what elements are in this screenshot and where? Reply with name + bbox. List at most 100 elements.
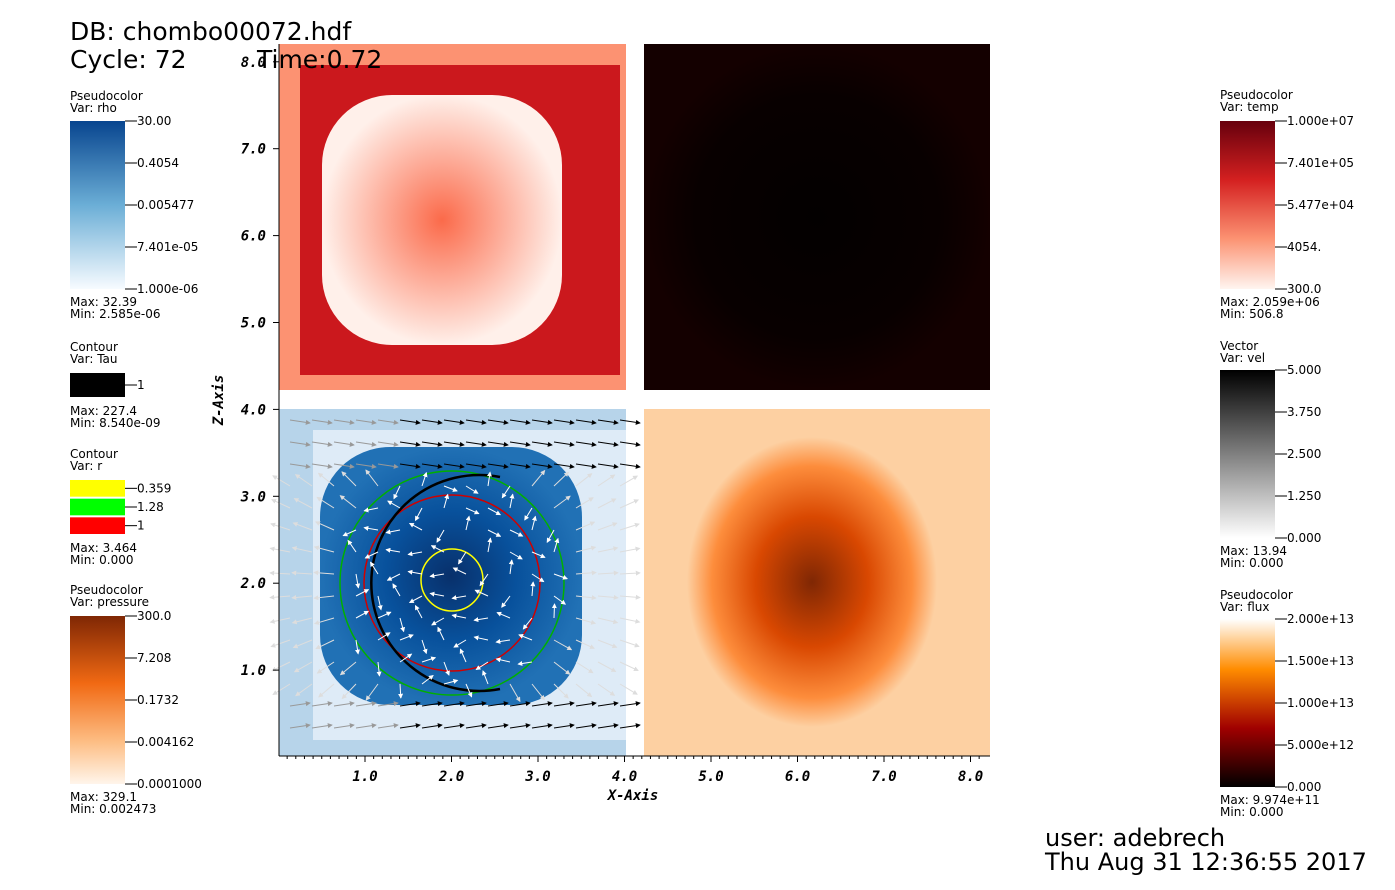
vector-arrow [313, 570, 335, 576]
vector-arrow [531, 419, 553, 425]
vector-arrow [619, 546, 641, 553]
vector-arrow [496, 611, 511, 619]
vector-arrow [364, 551, 379, 559]
vector-arrow [509, 683, 521, 703]
x-tick-label: 4.0 [612, 769, 637, 785]
vector-arrow [393, 485, 401, 500]
vector-arrow [355, 610, 370, 619]
x-tick-label: 5.0 [698, 769, 723, 785]
contour-r [420, 548, 484, 612]
vector-arrow [333, 701, 355, 707]
vector-arrow [531, 551, 546, 559]
vector-arrow [531, 723, 553, 729]
vector-arrow [269, 570, 291, 576]
vector-arrow [399, 701, 421, 707]
vector-arrow [597, 701, 619, 707]
vector-arrow [341, 471, 357, 487]
legend-tick-label: 5.477e+04 [1287, 198, 1354, 212]
vector-arrow [291, 546, 313, 553]
vector-arrow [292, 639, 313, 649]
vector-arrow [553, 463, 575, 469]
vector-arrow [294, 474, 313, 487]
legend-tick-label: 1.500e+13 [1287, 654, 1354, 668]
vector-arrow [269, 546, 291, 553]
vector-arrow [479, 573, 489, 587]
vector-arrow [619, 570, 641, 576]
vector-arrow [508, 559, 514, 575]
vector-arrow [385, 547, 401, 553]
vector-arrow [487, 463, 509, 469]
vector-arrow [575, 419, 597, 425]
vector-arrow [597, 546, 619, 553]
vector-arrow [421, 471, 428, 487]
vector-arrow [315, 639, 335, 650]
x-tick-label: 7.0 [871, 769, 896, 785]
vector-arrow [399, 617, 406, 633]
vector-arrow [575, 473, 593, 487]
contour-tau [370, 473, 501, 693]
vector-arrow [314, 521, 335, 531]
vector-arrow [619, 463, 641, 469]
legend-tick-label: 2.000e+13 [1287, 612, 1354, 626]
vector-arrow [474, 589, 489, 597]
legend-tick-label: 1.000e+07 [1287, 114, 1354, 128]
legend-plot: Pseudocolor [1220, 88, 1293, 102]
vector-arrow [333, 463, 355, 469]
vector-arrow [443, 419, 465, 425]
x-tick-label: 2.0 [438, 769, 464, 785]
vector-arrow [553, 683, 569, 699]
vector-arrow [415, 507, 423, 522]
vector-arrow [355, 701, 377, 707]
vector-arrow [509, 441, 531, 447]
legend-tick-label: 300.0 [137, 609, 171, 623]
vector-arrow [365, 683, 379, 701]
vector-arrow [289, 419, 311, 425]
vector-arrow [386, 573, 401, 581]
vector-arrow [575, 497, 594, 509]
z-tick-label: 6.0 [241, 229, 266, 245]
vector-arrow [365, 469, 379, 487]
vector-arrow [291, 594, 313, 600]
legend-tick-label: 0.005477 [137, 198, 194, 212]
vector-arrow [398, 683, 404, 699]
vector-arrow [597, 441, 619, 447]
vector-arrow [429, 591, 445, 597]
vector-arrow [553, 723, 575, 729]
vector-arrow [421, 463, 443, 469]
vector-arrow [619, 441, 641, 447]
vector-arrow [487, 441, 509, 447]
plot-area [269, 44, 990, 757]
legend-tick-label: 0.000 [1287, 531, 1321, 545]
vector-arrow [487, 529, 502, 537]
vector-arrow [399, 441, 421, 447]
vector-arrow [465, 507, 480, 515]
vector-arrow [501, 485, 511, 499]
vector-arrow [509, 529, 524, 537]
legend-min: Min: 2.585e-06 [70, 307, 161, 321]
legend-tick-label: 0.004162 [137, 735, 194, 749]
vector-arrow [270, 639, 291, 648]
legend-tick-label: 5.000 [1287, 363, 1321, 377]
legend-tick-label: 0.1732 [137, 693, 179, 707]
vector-arrow [342, 529, 357, 537]
vector-arrow [553, 595, 567, 605]
legend-tick-label: 5.000e+12 [1287, 738, 1354, 752]
vector-arrow [399, 634, 414, 641]
color-swatch [70, 498, 125, 516]
vector-arrow [272, 475, 291, 487]
legend-max: Max: 227.4 [70, 404, 137, 418]
z-tick-label: 3.0 [240, 489, 266, 505]
vector-arrow [531, 515, 537, 531]
vector-arrow [459, 648, 467, 663]
vector-arrow [414, 604, 423, 619]
legend-tick-label: 1 [137, 378, 145, 392]
vector-arrow [475, 661, 489, 671]
legend-plot: Pseudocolor [70, 583, 143, 597]
vector-arrow [421, 674, 434, 685]
vector-arrow [293, 498, 313, 509]
vector-arrow [377, 701, 399, 707]
vector-arrow [597, 617, 619, 625]
cycle: Cycle: 72 [70, 45, 187, 74]
vector-arrow [376, 661, 382, 677]
